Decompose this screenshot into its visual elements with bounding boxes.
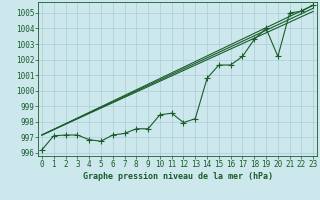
X-axis label: Graphe pression niveau de la mer (hPa): Graphe pression niveau de la mer (hPa): [83, 172, 273, 181]
